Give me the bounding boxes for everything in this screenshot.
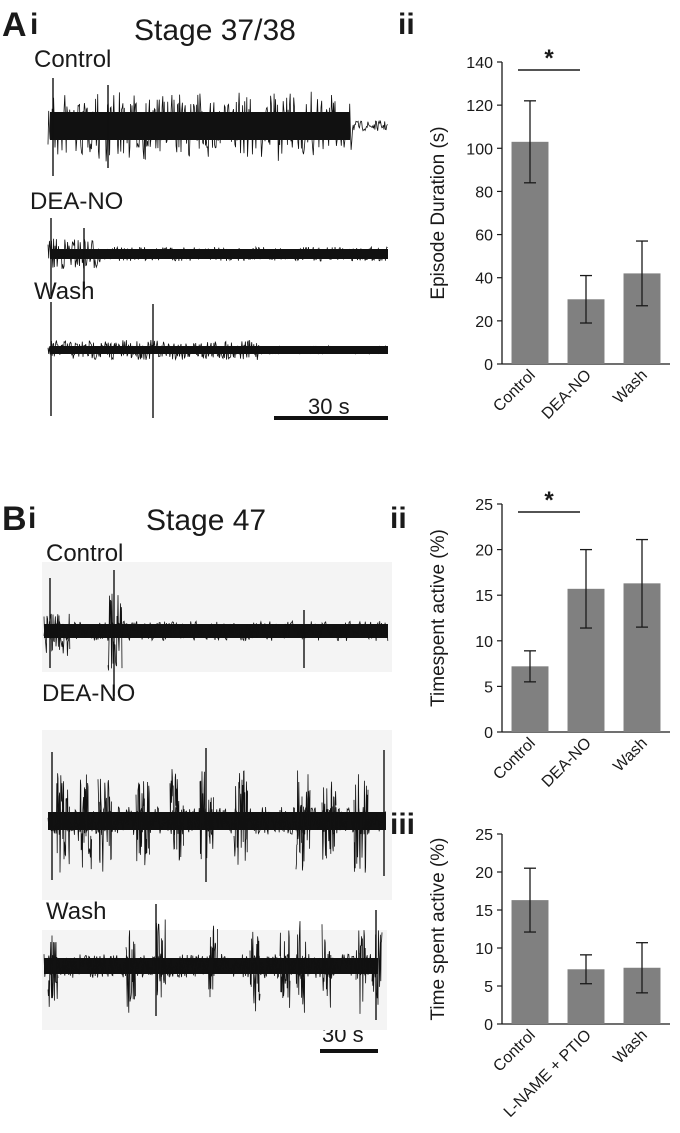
trace-b-wash-burst xyxy=(321,924,333,1008)
trace-b-control-burst xyxy=(107,593,123,671)
x-category-label: Control xyxy=(490,1027,538,1075)
y-tick-label: 25 xyxy=(475,827,493,844)
trace-b-control xyxy=(43,619,389,642)
x-category-label: Wash xyxy=(610,1027,651,1068)
trace-area-b xyxy=(42,562,392,1053)
trace-b-deano-burst xyxy=(295,770,311,871)
trace-a-wash-core xyxy=(50,346,388,354)
trace-label-a-deano: DEA-NO xyxy=(30,188,124,215)
trace-b-wash-burst xyxy=(355,930,367,1014)
panel-b-letter: B xyxy=(2,500,27,538)
trace-b-wash-burst xyxy=(295,921,307,1013)
traces-a xyxy=(47,78,388,418)
panel-a-stage-title: Stage 37/38 xyxy=(134,14,296,47)
x-category-label: DEA-NO xyxy=(539,735,595,790)
x-category-label: Control xyxy=(490,367,538,415)
scalebar-label-a: 30 s xyxy=(308,394,350,419)
y-tick-label: 15 xyxy=(475,903,493,920)
y-tick-label: 5 xyxy=(484,979,493,996)
trace-b-wash-burst xyxy=(371,930,383,1005)
trace-b-deano-burst xyxy=(135,781,150,866)
trace-label-b-wash: Wash xyxy=(46,898,107,925)
trace-b-deano-burst xyxy=(199,771,214,860)
y-tick-label: 120 xyxy=(466,98,493,115)
trace-label-b-deano: DEA-NO xyxy=(42,680,136,707)
x-category-label: DEA-NO xyxy=(539,367,595,423)
y-tick-label: 0 xyxy=(484,357,493,374)
y-axis-label: Episode Duration (s) xyxy=(428,126,449,299)
y-tick-label: 25 xyxy=(475,497,493,514)
panel-a-sub-i: i xyxy=(30,8,39,41)
panel-a-sub-ii: ii xyxy=(398,8,415,41)
x-category-label: Wash xyxy=(610,735,651,776)
trace-b-deano-burst xyxy=(233,770,248,865)
x-category-label: Wash xyxy=(610,367,651,408)
y-tick-label: 80 xyxy=(475,184,493,201)
trace-b-deano-burst xyxy=(77,774,92,870)
y-tick-label: 20 xyxy=(475,314,493,331)
panel-b-sub-ii: ii xyxy=(390,502,407,535)
trace-b-wash-burst xyxy=(249,931,261,1012)
trace-a-deano-core xyxy=(50,249,388,259)
trace-b-wash-burst xyxy=(47,935,59,1007)
y-tick-label: 0 xyxy=(484,1017,493,1034)
trace-area-a xyxy=(47,78,388,420)
y-tick-label: 40 xyxy=(475,271,493,288)
trace-b-deano-burst xyxy=(55,773,70,873)
trace-b-wash-burst xyxy=(155,919,166,998)
y-tick-label: 0 xyxy=(484,725,493,742)
trace-label-a-control: Control xyxy=(34,46,112,73)
panel-b-stage-title: Stage 47 xyxy=(146,504,267,537)
chart-b-ii-timespent-active: 0 5 10 15 20 25 Timespent active (%) Control DEA… xyxy=(428,490,670,790)
trace-b-deano-burst xyxy=(97,778,112,872)
panel-b-sub-i: i xyxy=(28,502,37,535)
y-tick-label: 140 xyxy=(466,55,493,72)
y-tick-label: 20 xyxy=(475,543,493,560)
chart-a-ii-episode-duration: 0 20 40 60 80 100 120 140 Episode Duration (s) Co… xyxy=(428,45,670,423)
y-tick-label: 10 xyxy=(475,634,493,651)
y-tick-label: 20 xyxy=(475,865,493,882)
trace-b-wash-burst xyxy=(125,930,136,1013)
trace-b-deano-burst xyxy=(321,781,337,860)
trace-bg-b-control xyxy=(42,562,392,672)
trace-a-control-core xyxy=(50,112,350,140)
y-tick-label: 100 xyxy=(466,141,493,158)
y-tick-label: 10 xyxy=(475,941,493,958)
panel-a-letter: A xyxy=(2,6,27,44)
trace-b-deano-burst xyxy=(169,769,184,861)
trace-b-wash-burst xyxy=(279,930,291,1008)
y-tick-label: 5 xyxy=(484,679,493,696)
traces-b xyxy=(43,570,389,1020)
trace-b-wash-burst xyxy=(207,925,218,998)
y-tick-label: 60 xyxy=(475,228,493,245)
trace-b-control-burst xyxy=(43,613,71,656)
significance-star: * xyxy=(544,490,554,514)
x-category-label: Control xyxy=(490,735,538,783)
panel-b-sub-iii: iii xyxy=(390,808,416,841)
y-axis-label: Time spent active (%) xyxy=(428,837,449,1020)
significance-star: * xyxy=(544,45,554,72)
y-axis-label: Timespent active (%) xyxy=(428,529,449,707)
trace-bg-b-wash xyxy=(42,930,387,1030)
trace-b-deano-burst xyxy=(353,774,369,873)
y-tick-label: 15 xyxy=(475,588,493,605)
